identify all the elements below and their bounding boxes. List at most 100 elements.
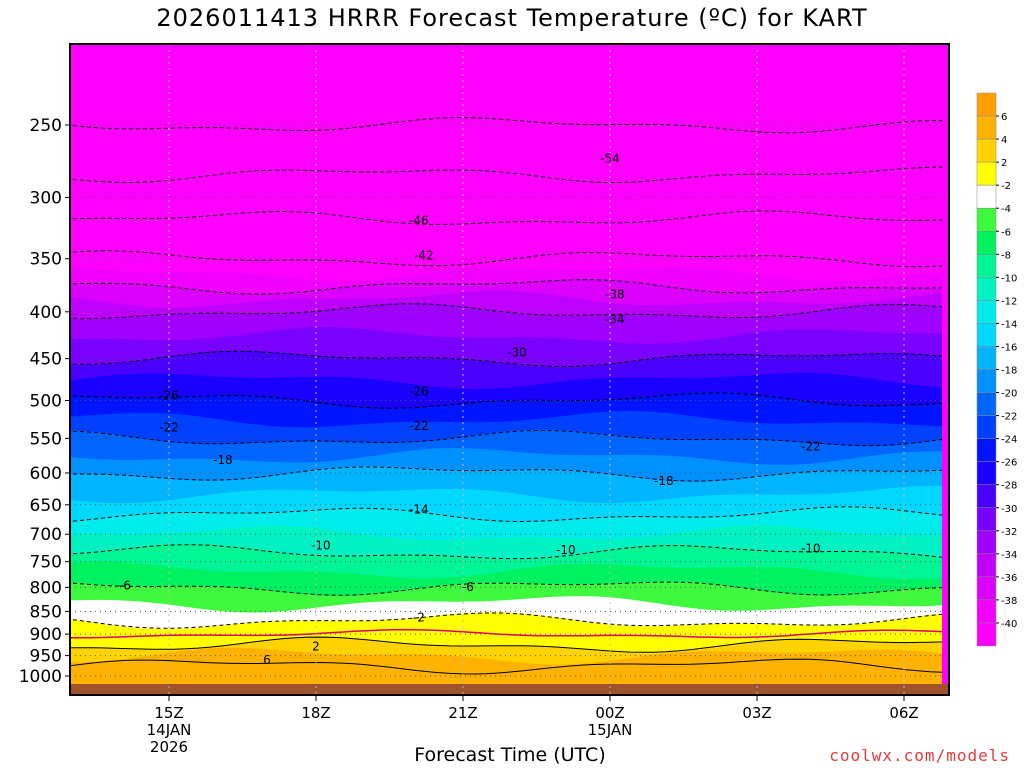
x-axis-label: Forecast Time (UTC) bbox=[414, 744, 606, 766]
x-tick-label: 00Z bbox=[595, 704, 624, 722]
x-tick-label: 15Z bbox=[154, 704, 183, 722]
contour-label: -10 bbox=[556, 543, 576, 557]
colorbar: 6 4 2 -2 -4 -6 -8 -10 -12 -14 -16 -18 -20 -22 -24 -26 -2… bbox=[976, 92, 1017, 647]
colorbar-swatch bbox=[976, 484, 997, 509]
contour-label: -30 bbox=[507, 345, 527, 359]
colorbar-label: -16 bbox=[1001, 342, 1017, 353]
y-tick-label: 350 bbox=[30, 250, 62, 270]
isotherm--6 bbox=[70, 581, 943, 596]
isotherm--50 bbox=[70, 166, 942, 184]
y-tick-label: 550 bbox=[30, 429, 62, 449]
contour-label: -22 bbox=[801, 439, 821, 453]
colorbar-swatch bbox=[976, 369, 997, 393]
colorbar-label: -24 bbox=[1001, 435, 1017, 446]
colorbar-label: -8 bbox=[1001, 250, 1011, 261]
y-tick-label: 1000 bbox=[19, 667, 62, 687]
x-tick-label: 2026 bbox=[150, 738, 188, 756]
contour-label: -54 bbox=[600, 152, 620, 166]
colorbar-label: 2 bbox=[1001, 158, 1007, 169]
colorbar-swatch bbox=[976, 277, 997, 301]
x-tick-label: 03Z bbox=[742, 704, 771, 722]
isotherm--18 bbox=[70, 466, 943, 482]
contour-label: -6 bbox=[462, 580, 474, 594]
x-tick-label: 06Z bbox=[889, 704, 918, 722]
contour-labels: -54-46-42-38-34-30-26 -26-22 -22-22-18-18-… bbox=[119, 152, 821, 668]
x-tick-label: 15JAN bbox=[588, 721, 633, 739]
colorbar-cap bbox=[976, 92, 997, 117]
colorbar-label: -14 bbox=[1001, 319, 1017, 330]
colorbar-swatch bbox=[976, 461, 997, 485]
isotherm--58 bbox=[66, 28, 942, 43]
isotherm--42 bbox=[70, 250, 943, 268]
colorbar-label: -6 bbox=[1001, 227, 1011, 238]
contour-label: -22 bbox=[409, 419, 429, 433]
colorbar-label: -34 bbox=[1001, 550, 1017, 561]
colorbar-label: -2 bbox=[1001, 181, 1011, 192]
y-tick-label: 700 bbox=[30, 525, 62, 545]
colorbar-label: 4 bbox=[1001, 135, 1007, 146]
colorbar-swatch bbox=[976, 231, 997, 255]
y-tick-label: 250 bbox=[30, 116, 62, 136]
temperature-bands bbox=[70, 267, 949, 695]
colorbar-label: -36 bbox=[1001, 573, 1017, 584]
colorbar-swatch bbox=[976, 207, 997, 232]
colorbar-label: -12 bbox=[1001, 296, 1017, 307]
contour-label: -2 bbox=[413, 610, 425, 624]
colorbar-label: -10 bbox=[1001, 273, 1017, 284]
y-tick-label: 950 bbox=[30, 647, 62, 667]
x-tick-label: 21Z bbox=[448, 704, 477, 722]
colorbar-label: -4 bbox=[1001, 204, 1011, 215]
colorbar-label: -32 bbox=[1001, 527, 1017, 538]
colorbar-swatch bbox=[976, 300, 997, 324]
contour-label: -42 bbox=[414, 248, 434, 262]
contour-label: -38 bbox=[605, 288, 625, 302]
contour-label: -34 bbox=[605, 313, 625, 327]
colorbar-label: -18 bbox=[1001, 366, 1017, 377]
colorbar-swatch bbox=[976, 392, 997, 416]
colorbar-swatch bbox=[976, 323, 997, 347]
x-tick-label: 18Z bbox=[301, 704, 330, 722]
colorbar-swatch bbox=[976, 346, 997, 370]
y-tick-label: 800 bbox=[30, 578, 62, 598]
chart-title: 2026011413 HRRR Forecast Temperature (ºC… bbox=[156, 4, 868, 32]
colorbar-label: -38 bbox=[1001, 596, 1017, 607]
colorbar-swatch bbox=[976, 184, 997, 209]
y-tick-label: 600 bbox=[30, 464, 62, 484]
y-tick-label: 300 bbox=[30, 188, 62, 208]
isotherm--2 bbox=[70, 612, 943, 629]
contour-label: 2 bbox=[312, 639, 320, 653]
plot-frame bbox=[69, 43, 950, 696]
colorbar-swatch bbox=[976, 599, 997, 624]
colorbar-label: -40 bbox=[1001, 619, 1017, 630]
y-tick-label: 650 bbox=[30, 496, 62, 516]
colorbar-swatch bbox=[976, 438, 997, 462]
colorbar-label: -26 bbox=[1001, 458, 1017, 469]
y-tick-label: 400 bbox=[30, 303, 62, 323]
contour-label: -26 bbox=[159, 389, 179, 403]
y-tick-label: 500 bbox=[30, 392, 62, 412]
y-tick-label: 900 bbox=[30, 625, 62, 645]
colorbar-swatch bbox=[976, 254, 997, 278]
isotherm--54 bbox=[70, 117, 943, 134]
isotherm--22 bbox=[70, 430, 943, 447]
y-tick-label: 450 bbox=[30, 350, 62, 370]
colorbar-label: -20 bbox=[1001, 389, 1017, 400]
isotherm--46 bbox=[70, 210, 943, 225]
x-tick-label: 14JAN bbox=[147, 721, 192, 739]
colorbar-swatch bbox=[976, 576, 997, 601]
colorbar-swatch bbox=[976, 622, 997, 647]
grid-lines bbox=[70, 44, 949, 695]
isotherm-6 bbox=[70, 658, 943, 675]
colorbar-label: -28 bbox=[1001, 481, 1017, 492]
contour-label: 6 bbox=[263, 653, 271, 667]
y-tick-label: 850 bbox=[30, 602, 62, 622]
isotherm--30 bbox=[70, 350, 943, 367]
colorbar-label: -30 bbox=[1001, 504, 1017, 515]
y-tick-label: 750 bbox=[30, 553, 62, 573]
site-credit[interactable]: coolwx.com/models bbox=[829, 746, 1010, 765]
colorbar-swatch bbox=[976, 161, 997, 186]
contour-label: -10 bbox=[801, 542, 821, 556]
isotherm--14 bbox=[70, 506, 943, 523]
